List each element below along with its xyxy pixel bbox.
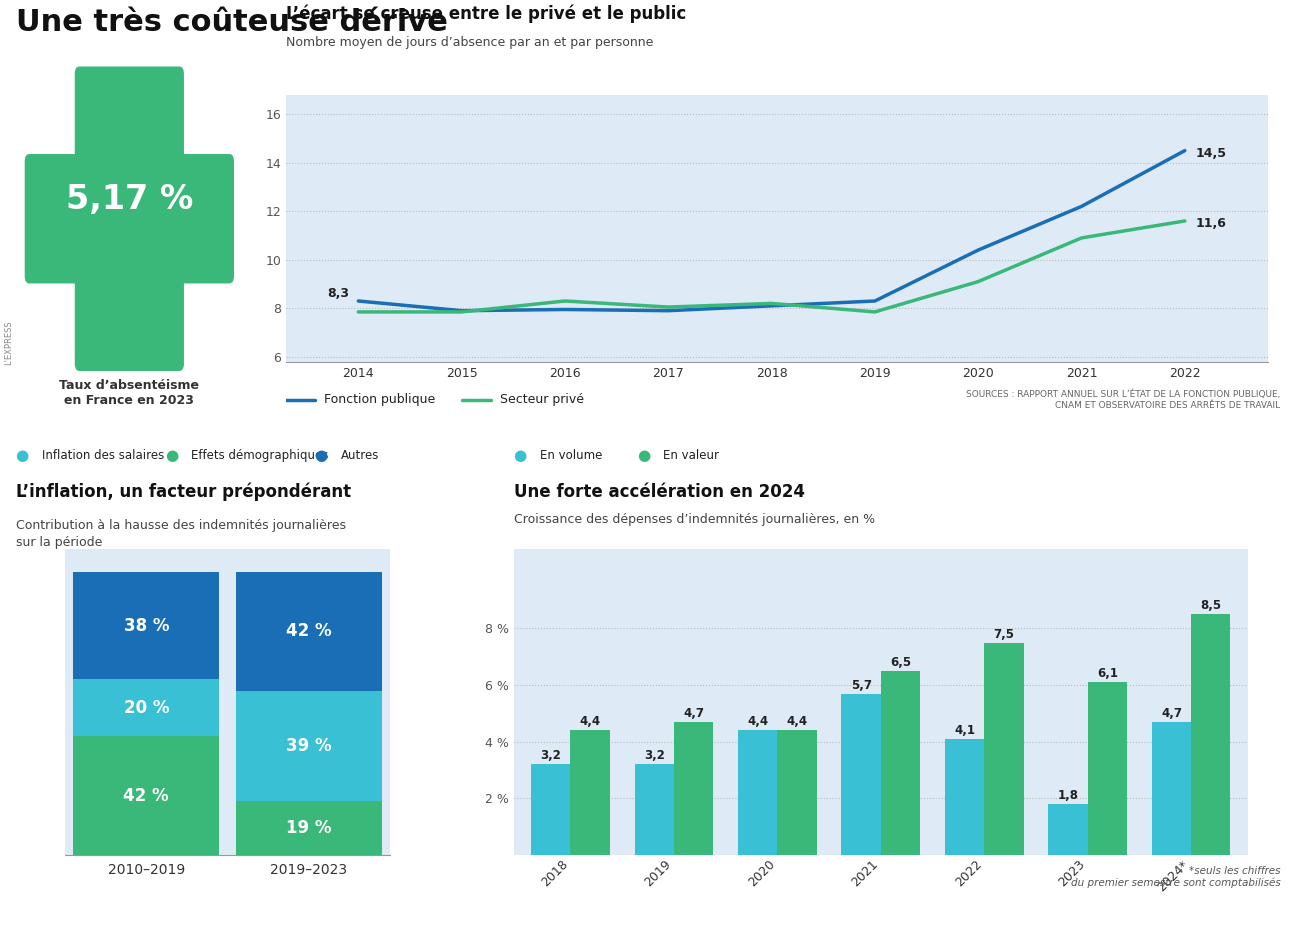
Bar	[945, 738, 984, 855]
Text: Autres: Autres	[341, 449, 380, 462]
Text: 38 %: 38 %	[124, 616, 169, 634]
Bar	[984, 643, 1023, 855]
Text: ●: ●	[315, 448, 328, 463]
Bar	[1152, 722, 1191, 855]
Text: Fonction publique: Fonction publique	[324, 393, 436, 406]
Bar	[571, 730, 610, 855]
Text: Croissance des dépenses d’indemnités journalières, en %: Croissance des dépenses d’indemnités jou…	[514, 513, 875, 526]
Text: 5,17 %: 5,17 %	[66, 183, 192, 216]
Text: 4,7: 4,7	[1161, 707, 1182, 720]
Text: 4,4: 4,4	[747, 716, 768, 728]
Text: 11,6: 11,6	[1195, 217, 1226, 229]
Text: 39 %: 39 %	[286, 737, 332, 755]
Text: 8,5: 8,5	[1200, 599, 1221, 612]
Text: Inflation des salaires: Inflation des salaires	[42, 449, 164, 462]
Text: Taux d’absentéisme
en France en 2023: Taux d’absentéisme en France en 2023	[60, 378, 199, 407]
Text: 8,3: 8,3	[328, 287, 350, 300]
Bar	[235, 691, 382, 801]
Text: ●: ●	[165, 448, 178, 463]
Bar	[738, 730, 777, 855]
Text: 6,5: 6,5	[889, 656, 911, 669]
Bar	[73, 572, 220, 680]
Text: ●: ●	[514, 448, 526, 463]
Text: 5,7: 5,7	[850, 679, 871, 692]
Text: Contribution à la hausse des indemnités journalières
sur la période: Contribution à la hausse des indemnités …	[16, 519, 346, 549]
Text: 7,5: 7,5	[993, 628, 1014, 641]
Text: 20 %: 20 %	[124, 699, 169, 717]
Text: En volume: En volume	[540, 449, 602, 462]
Bar	[1088, 683, 1127, 855]
Text: Secteur privé: Secteur privé	[499, 393, 584, 406]
Bar	[1048, 804, 1088, 855]
Text: L’inflation, un facteur prépondérant: L’inflation, un facteur prépondérant	[16, 483, 351, 501]
Text: Nombre moyen de jours d’absence par an et par personne: Nombre moyen de jours d’absence par an e…	[286, 36, 654, 49]
Bar	[235, 801, 382, 855]
Text: 42 %: 42 %	[286, 622, 332, 640]
Text: ●: ●	[16, 448, 29, 463]
Text: L'EXPRESS: L'EXPRESS	[4, 320, 13, 365]
Text: 4,1: 4,1	[954, 724, 975, 737]
Bar	[777, 730, 816, 855]
Text: 14,5: 14,5	[1195, 147, 1226, 159]
FancyBboxPatch shape	[75, 66, 185, 371]
Text: 4,4: 4,4	[786, 716, 807, 728]
Bar	[841, 694, 881, 855]
Text: 4,7: 4,7	[682, 707, 705, 720]
Bar	[532, 764, 571, 855]
Text: 19 %: 19 %	[286, 819, 332, 837]
Bar	[73, 736, 220, 855]
Text: L’écart se creuse entre le privé et le public: L’écart se creuse entre le privé et le p…	[286, 5, 686, 24]
Text: Effets démographiques: Effets démographiques	[191, 449, 329, 462]
Text: 3,2: 3,2	[644, 750, 664, 762]
Bar	[673, 722, 714, 855]
Text: ●: ●	[637, 448, 650, 463]
Bar	[235, 572, 382, 691]
Text: *seuls les chiffres
du premier semestre sont comptabilisés: *seuls les chiffres du premier semestre …	[1071, 866, 1280, 888]
Text: SOURCES : RAPPORT ANNUEL SUR L’ÉTAT DE LA FONCTION PUBLIQUE,
CNAM ET OBSERVATOIR: SOURCES : RAPPORT ANNUEL SUR L’ÉTAT DE L…	[966, 390, 1280, 410]
Bar	[73, 680, 220, 736]
FancyBboxPatch shape	[25, 154, 234, 283]
Bar	[634, 764, 673, 855]
Text: 42 %: 42 %	[124, 787, 169, 805]
Text: En valeur: En valeur	[663, 449, 719, 462]
Bar	[881, 671, 920, 855]
Text: 1,8: 1,8	[1057, 789, 1079, 802]
Bar	[1191, 614, 1230, 855]
Text: Une très coûteuse dérive: Une très coûteuse dérive	[16, 8, 447, 37]
Text: 6,1: 6,1	[1097, 667, 1118, 681]
Text: 4,4: 4,4	[580, 716, 601, 728]
Text: 3,2: 3,2	[541, 750, 562, 762]
Text: Une forte accélération en 2024: Une forte accélération en 2024	[514, 483, 805, 501]
